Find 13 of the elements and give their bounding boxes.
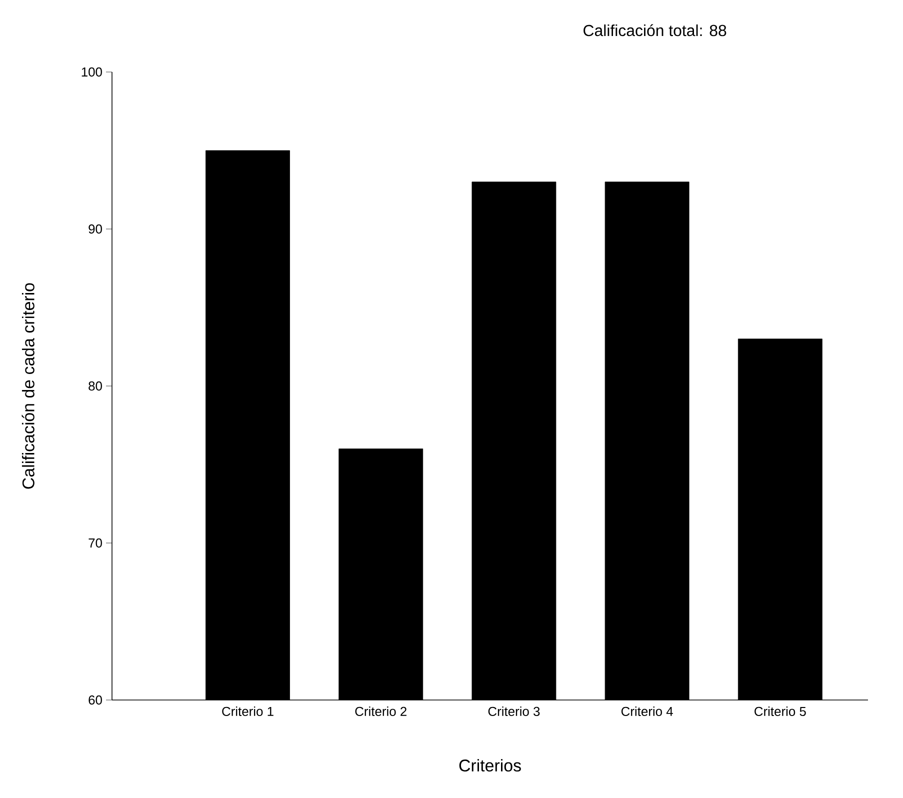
y-tick-label: 70 — [88, 538, 102, 548]
x-tick-label: Criterio 3 — [488, 706, 540, 716]
chart-title: Calificación total: 88 — [584, 24, 726, 36]
y-tick-label: 60 — [88, 695, 102, 705]
x-tick-label: Criterio 4 — [621, 706, 673, 716]
y-axis-title: Calificación de cada criterio — [22, 283, 34, 489]
y-tick-label: 80 — [88, 381, 102, 391]
x-tick-label: Criterio 5 — [754, 706, 806, 716]
x-tick-label: Criterio 2 — [355, 706, 406, 716]
x-tick-label: Criterio 1 — [222, 706, 274, 716]
x-axis-title: Criterios — [459, 759, 521, 772]
y-tick-label: 100 — [82, 67, 102, 77]
y-tick-label: 90 — [88, 224, 102, 234]
